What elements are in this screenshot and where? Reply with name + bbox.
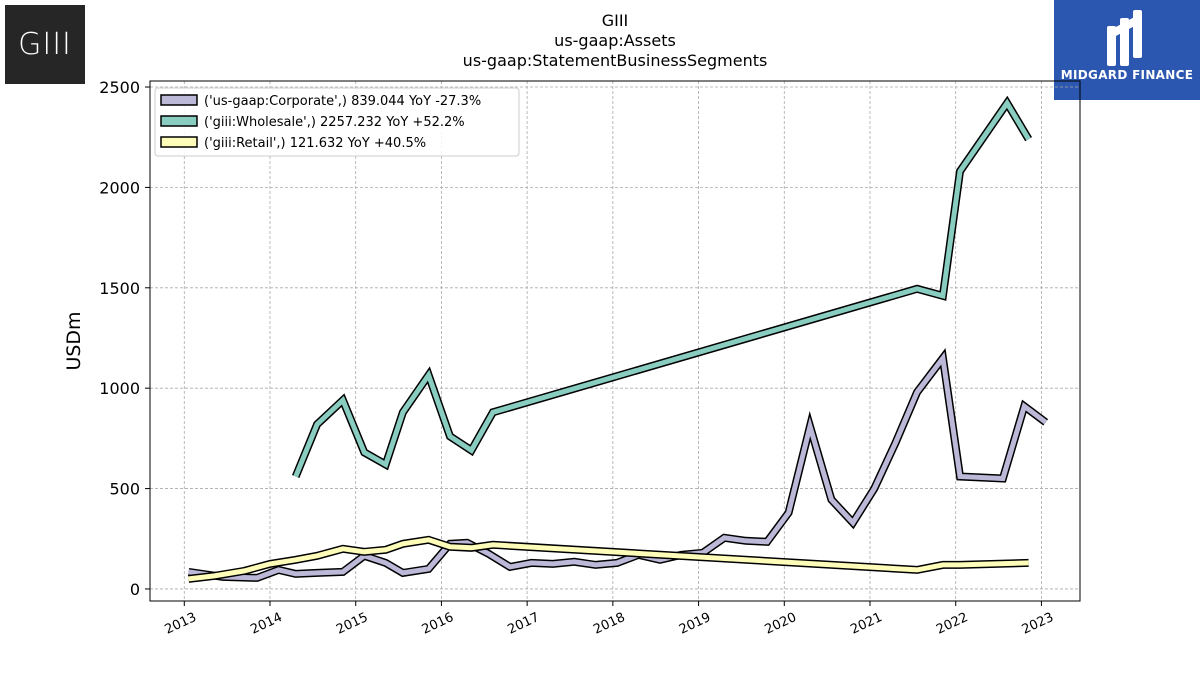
y-tick-label: 2000 [99,178,140,197]
legend-swatch [160,115,198,127]
legend-swatch [160,94,198,106]
legend: ('us-gaap:Corporate',) 839.044 YoY -27.3… [154,87,520,157]
company-logo-text: GIII [18,27,72,62]
series-line-2 [188,537,1029,582]
x-tick-label: 2018 [591,610,627,638]
brand-logo: MIDGARD FINANCE [1054,0,1200,100]
y-tick-label: 2500 [99,78,140,97]
company-logo: GIII [5,5,85,84]
brand-name: MIDGARD FINANCE [1060,68,1194,82]
legend-label: ('us-gaap:Corporate',) 839.044 YoY -27.3… [204,94,481,109]
legend-swatch [160,136,198,148]
x-tick-label: 2017 [505,610,541,638]
chart-title-line-1: GIII [601,11,629,30]
legend-box [154,87,520,157]
x-tick-label: 2023 [1020,610,1056,638]
series-line-1 [293,98,1031,478]
plot-area-frame [149,80,1081,602]
grid-lines [150,81,1080,601]
series-layer [188,95,1049,583]
x-tick-label: 2020 [763,610,799,638]
series-line-0 [188,351,1048,581]
y-tick-label: 1000 [99,379,140,398]
y-tick-label: 500 [109,480,140,499]
chart-title-line-2: us-gaap:Assets [554,31,676,50]
legend-label: ('giii:Retail',) 121.632 YoY +40.5% [204,136,426,151]
legend-label: ('giii:Wholesale',) 2257.232 YoY +52.2% [204,115,465,130]
x-tick-label: 2019 [677,610,713,638]
x-tick-label: 2022 [934,610,970,638]
x-tick-label: 2014 [248,610,284,638]
x-tick-label: 2021 [848,610,884,638]
chart-title-line-3: us-gaap:StatementBusinessSegments [462,51,768,70]
y-tick-label: 0 [130,580,140,599]
y-axis-label: USDm [63,311,85,370]
y-tick-label: 1500 [99,279,140,298]
x-tick-label: 2016 [420,610,456,638]
brand-mark-icon [1107,10,1142,66]
x-tick-label: 2013 [163,610,199,638]
x-tick-label: 2015 [334,610,370,638]
